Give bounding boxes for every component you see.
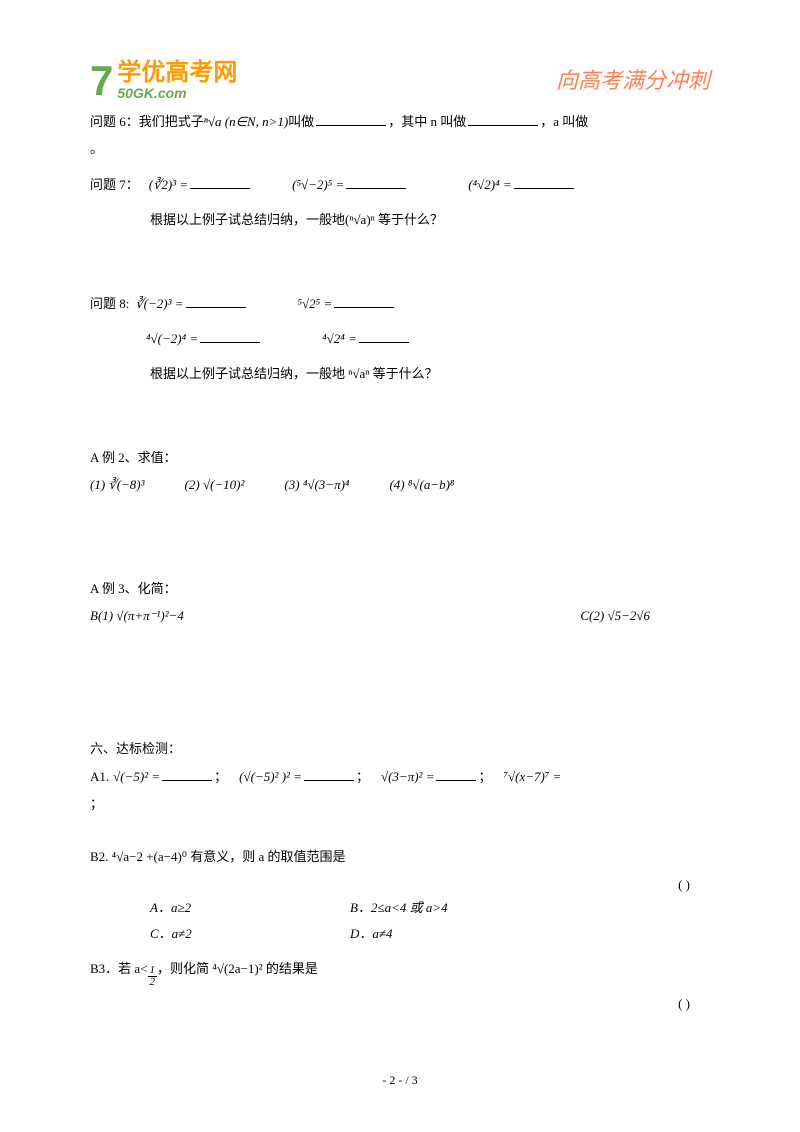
opt-a: A．a≥2 [150,896,350,919]
logo-url: 50GK.com [117,85,237,102]
b2-paren: ( ) [90,873,710,896]
blank [436,768,476,781]
section-6-title: 六、达标检测： [90,737,710,760]
blank [186,295,246,308]
ex3-p2: C(2) √5−2√6 [580,604,650,627]
blank [514,176,574,189]
a1-e1: √(−5)² = [113,765,160,788]
question-8b: ⁴√(−2)⁴ = ⁴√2⁴ = [90,327,710,350]
a1-e3: √(3−π)² = [381,765,435,788]
blank [190,176,250,189]
ex2-p2: (2) √(−10)² [185,473,245,496]
semi: ； [214,765,227,788]
q7-summary: 根据以上例子试总结归纳，一般地(ⁿ√a)ⁿ 等于什么？ [90,208,710,231]
a1-trailing-semi: ； [90,792,710,815]
logo-cn: 学优高考网 [117,61,237,85]
q6-mid3: ，a 叫做 [540,110,588,133]
logo-7: 7 [90,60,113,102]
q6-prefix: 问题 6：我们把式子 [90,110,204,133]
frac-den: 2 [148,977,158,988]
blank [346,176,406,189]
q7-e1: (∛2)³ = [149,173,188,196]
b3-row: B3．若 a< 1 2 ，则化简 ⁴√(2a−1)² 的结果是 [90,957,710,988]
page-number: - 2 - / 3 [0,1070,800,1092]
opt-c: C．a≠2 [150,922,350,945]
a1-label: A1. [90,765,109,788]
q8-e2: ⁵√2⁵ = [298,292,333,315]
ex2-p3: (3) ⁴√(3−π)⁴ [284,473,349,496]
header: 7 学优高考网 50GK.com 向高考满分冲刺 [90,60,710,102]
ex3-p1: B(1) √(π+π⁻¹)²−4 [90,604,184,627]
q8-summary: 根据以上例子试总结归纳，一般地 ⁿ√aⁿ 等于什么？ [90,362,710,385]
q8-label: 问题 8: [90,292,129,315]
semi: ； [478,765,491,788]
a1-row: A1. √(−5)² = ； (√(−5)² )² = ； √(3−π)² = … [90,765,710,788]
question-7: 问题 7： (∛2)³ = (⁵√−2)⁵ = (⁴√2)⁴ = [90,173,710,196]
b3-mid: ，则化简 ⁴√(2a−1)² 的结果是 [157,957,318,980]
ex2-p1: (1) ∛(−8)³ [90,473,145,496]
logo: 7 学优高考网 50GK.com [90,60,237,102]
question-6: 问题 6：我们把式子 ⁿ√a (n∈N, n>1) 叫做 ，其中 n 叫做 ，a… [90,110,710,133]
q6-mid1: 叫做 [288,110,314,133]
semi: ； [356,765,369,788]
q8-e4: ⁴√2⁴ = [322,327,357,350]
q8-e3: ⁴√(−2)⁴ = [146,327,198,350]
q6-mid2: ，其中 n 叫做 [388,110,466,133]
blank [304,768,354,781]
q7-e2: (⁵√−2)⁵ = [292,173,344,196]
b2-row: B2. ⁴√a−2 +(a−4)⁰ 有意义，则 a 的取值范围是 [90,845,710,868]
example-2-items: (1) ∛(−8)³ (2) √(−10)² (3) ⁴√(3−π)⁴ (4) … [90,473,710,496]
opt-d: D．a≠4 [350,922,550,945]
q6-expr: ⁿ√a (n∈N, n>1) [204,110,288,133]
b3-frac: 1 2 [148,965,158,988]
opt-b: B．2≤a<4 或 a>4 [350,896,550,919]
logo-text: 学优高考网 50GK.com [117,61,237,102]
b3-pre: B3．若 a< [90,957,148,980]
q7-label: 问题 7： [90,173,139,196]
example-3-label: A 例 3、化简： [90,577,710,600]
blank [359,330,409,343]
blank [162,768,212,781]
q7-e3: (⁴√2)⁴ = [468,173,511,196]
example-2-label: A 例 2、求值： [90,446,710,469]
blank [200,330,260,343]
blank [468,113,538,126]
a1-e4: ⁷√(x−7)⁷ = [503,765,561,788]
b2-options: A．a≥2 B．2≤a<4 或 a>4 C．a≠2 D．a≠4 [150,896,710,945]
ex2-p4: (4) ⁸√(a−b)⁸ [389,473,454,496]
example-3-items: B(1) √(π+π⁻¹)²−4 C(2) √5−2√6 [90,604,710,627]
q8-e1: ∛(−2)³ = [135,292,183,315]
b3-paren: ( ) [90,992,710,1015]
a1-e2: (√(−5)² )² = [239,765,302,788]
blank [334,295,394,308]
b2-text: B2. ⁴√a−2 +(a−4)⁰ 有意义，则 a 的取值范围是 [90,845,346,868]
slogan: 向高考满分冲刺 [556,61,710,101]
q6-end: 。 [90,137,710,160]
question-8: 问题 8: ∛(−2)³ = ⁵√2⁵ = [90,292,710,315]
blank [316,113,386,126]
